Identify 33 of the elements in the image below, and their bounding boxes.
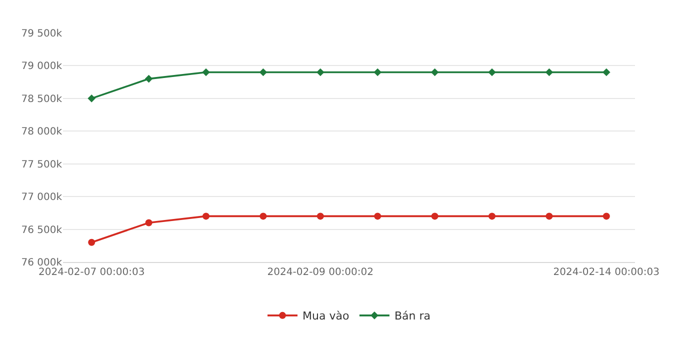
x-tick-label: 2024-02-09 00:00:02 xyxy=(267,267,374,278)
point xyxy=(374,212,382,220)
point xyxy=(260,212,267,220)
legend-label: Mua vào xyxy=(302,310,350,323)
x-tick-label: 2024-02-14 00:00:03 xyxy=(553,267,660,278)
point xyxy=(488,68,496,76)
point xyxy=(259,68,268,76)
point xyxy=(602,68,610,76)
y-tick-label: 76 000k xyxy=(21,258,62,268)
point xyxy=(202,68,210,76)
point xyxy=(145,219,152,226)
y-tick-label: 79 500k xyxy=(21,28,62,40)
y-tick-label: 77 500k xyxy=(21,159,62,170)
point xyxy=(374,68,382,76)
point xyxy=(202,212,210,220)
legend-label: Bán ra xyxy=(394,310,430,323)
point xyxy=(431,212,438,220)
x-tick-label: 2024-02-07 00:00:03 xyxy=(38,267,145,278)
y-tick-label: 77 000k xyxy=(21,192,62,204)
point xyxy=(88,94,96,102)
y-tick-label: 78 500k xyxy=(21,94,62,105)
point xyxy=(546,212,553,220)
point xyxy=(316,212,324,220)
point xyxy=(602,212,610,220)
point xyxy=(545,68,554,76)
y-tick-label: 76 500k xyxy=(21,224,62,236)
y-tick-label: 78 000k xyxy=(21,126,62,138)
y-tick-label: 79 000k xyxy=(21,61,62,72)
point xyxy=(144,74,153,83)
point xyxy=(488,212,496,220)
point xyxy=(430,68,439,76)
point xyxy=(316,68,324,76)
point xyxy=(88,238,96,246)
